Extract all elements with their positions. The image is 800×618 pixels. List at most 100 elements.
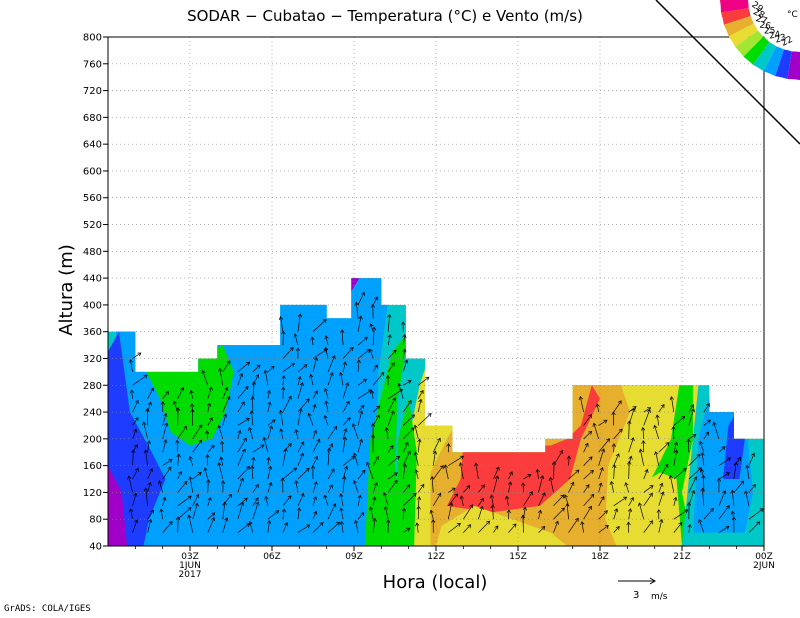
- legend-label: 27: [754, 14, 768, 27]
- wind-vector: [668, 474, 675, 493]
- x-tick-date: 2JUN: [753, 561, 775, 571]
- wind-vector: [520, 514, 526, 533]
- wind-vector: [207, 497, 212, 506]
- wind-vector: [342, 361, 347, 372]
- wind-vector: [252, 364, 261, 373]
- wind-vector: [372, 364, 378, 373]
- wind-vector: [553, 507, 565, 520]
- wind-vector: [688, 476, 698, 493]
- wind-vector: [537, 509, 543, 520]
- y-tick-label: 400: [83, 300, 102, 311]
- legend-label: 26: [759, 20, 772, 32]
- wind-vector: [628, 497, 634, 506]
- legend-swatch: [775, 49, 792, 80]
- wind-vector: [187, 514, 194, 533]
- wind-vector: [147, 468, 154, 480]
- wind-vector: [222, 413, 228, 426]
- wind-vector: [162, 521, 173, 533]
- wind-vector: [583, 493, 595, 507]
- wind-vector: [162, 496, 167, 506]
- wind-vector: [553, 494, 565, 507]
- wind-vector: [413, 424, 419, 439]
- wind-vector: [342, 382, 350, 399]
- wind-vector: [463, 485, 471, 493]
- wind-vector: [312, 357, 319, 372]
- wind-vector: [655, 414, 660, 426]
- wind-vector: [538, 492, 546, 506]
- wind-reference-value: 3: [633, 590, 639, 601]
- wind-vector: [207, 512, 216, 520]
- wind-vector: [250, 396, 255, 413]
- region-28-right: [616, 472, 682, 546]
- legend-swatch: [728, 23, 758, 48]
- wind-vector: [598, 496, 605, 506]
- y-axis-label: Altura (m): [56, 244, 77, 336]
- region-26-left: [146, 345, 234, 446]
- wind-vector: [387, 334, 392, 346]
- wind-vector: [598, 482, 603, 493]
- wind-vector: [327, 521, 341, 533]
- wind-vector: [222, 517, 229, 533]
- wind-vector: [342, 465, 349, 480]
- wind-vector: [143, 487, 149, 506]
- wind-vector: [387, 472, 398, 480]
- wind-vector: [716, 477, 722, 493]
- wind-vector: [201, 369, 209, 386]
- wind-vector: [624, 482, 630, 493]
- wind-vector: [267, 465, 273, 480]
- wind-vector: [568, 481, 575, 493]
- wind-vector: [342, 417, 351, 426]
- wind-vector: [658, 518, 664, 533]
- wind-vector: [628, 437, 635, 453]
- wind-vector: [177, 495, 192, 507]
- wind-vector: [463, 504, 474, 520]
- wind-vector: [688, 453, 701, 466]
- region-28-smallblob: [190, 358, 199, 372]
- y-tick-label: 240: [83, 408, 102, 419]
- wind-vector: [583, 430, 593, 440]
- wind-vector: [282, 467, 298, 480]
- wind-vector: [372, 482, 378, 493]
- wind-vector: [658, 491, 665, 506]
- wind-vector: [508, 523, 517, 533]
- wind-vector: [237, 417, 250, 426]
- wind-vector: [628, 407, 636, 426]
- wind-vector: [369, 323, 374, 332]
- legend-swatch: [720, 0, 749, 13]
- wind-vector: [219, 456, 224, 466]
- wind-vector: [312, 455, 319, 466]
- wind-vector: [643, 520, 653, 533]
- wind-vector: [132, 352, 142, 359]
- wind-vector: [357, 315, 363, 332]
- wind-vector: [252, 501, 260, 520]
- wind-vector: [387, 445, 394, 453]
- wind-vector: [733, 456, 742, 466]
- wind-vector: [266, 456, 271, 466]
- wind-vector: [673, 416, 686, 426]
- wind-vector: [237, 429, 242, 439]
- wind-vector: [673, 441, 679, 453]
- wind-vector: [132, 467, 139, 480]
- wind-vector: [387, 313, 392, 332]
- x-tick-date: 1JUN: [179, 561, 201, 571]
- wind-vector: [507, 481, 513, 493]
- wind-vector: [281, 386, 286, 399]
- wind-vector: [578, 395, 584, 413]
- wind-vector: [446, 443, 451, 453]
- y-tick-label: 280: [83, 381, 102, 392]
- wind-vector: [387, 479, 398, 493]
- wind-vector: [643, 485, 654, 493]
- wind-vector: [478, 497, 484, 507]
- wind-vector: [297, 452, 304, 466]
- wind-vector: [371, 326, 377, 346]
- wind-vector: [281, 508, 287, 520]
- wind-vector: [281, 330, 286, 346]
- wind-vector: [703, 419, 711, 426]
- wind-vector: [613, 428, 623, 440]
- wind-vector: [673, 496, 678, 506]
- wind-vector: [613, 400, 622, 413]
- wind-vector: [248, 520, 254, 533]
- wind-vector: [132, 444, 138, 453]
- wind-vector: [673, 468, 687, 480]
